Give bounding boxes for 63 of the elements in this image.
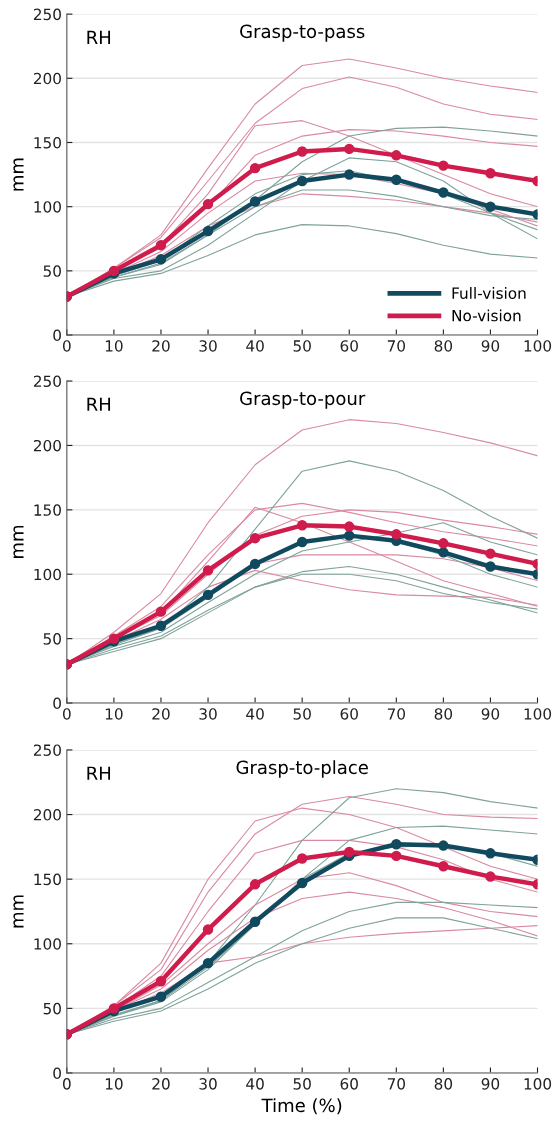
x-tick-label: 20: [152, 340, 170, 352]
y-tick-label: 50: [43, 1002, 61, 1015]
x-tick-label: 60: [340, 340, 358, 352]
annotation: RH: [87, 766, 111, 780]
legend-label: No-vision: [452, 309, 521, 322]
x-tick-label: 60: [340, 708, 358, 720]
y-tick-label: 0: [53, 1067, 61, 1079]
x-tick-label: 90: [481, 340, 500, 352]
x-tick-label: 100: [524, 1078, 552, 1090]
x-tick-label: 40: [246, 340, 264, 352]
x-tick-label: 0: [62, 708, 71, 720]
x-tick-label: 40: [246, 1078, 264, 1090]
x-tick-label: 80: [434, 708, 453, 720]
x-tick-label: 80: [434, 340, 453, 352]
x-tick-label: 30: [199, 1078, 217, 1090]
y-tick-label: 50: [43, 265, 61, 277]
x-tick-label: 10: [105, 1078, 123, 1090]
annotation: RH: [87, 397, 111, 411]
x-tick-label: 70: [387, 708, 406, 720]
y-axis-title: mm: [13, 525, 24, 558]
x-tick-label: 0: [62, 340, 71, 352]
y-tick-label: 50: [43, 633, 61, 645]
x-tick-label: 50: [293, 708, 311, 720]
x-tick-label: 50: [293, 340, 311, 352]
y-tick-label: 100: [34, 568, 61, 581]
y-tick-label: 250: [33, 375, 61, 388]
y-tick-label: 200: [33, 72, 61, 85]
x-tick-label: 20: [152, 1078, 170, 1090]
x-tick-label: 90: [481, 708, 500, 720]
legend-label: Full-vision: [452, 287, 526, 299]
y-tick-label: 150: [34, 504, 61, 516]
x-tick-label: 80: [434, 1078, 453, 1090]
x-tick-label: 10: [105, 708, 123, 720]
y-tick-label: 0: [53, 329, 61, 342]
x-tick-label: 30: [199, 340, 217, 352]
y-tick-label: 250: [33, 8, 61, 21]
y-tick-label: 250: [33, 744, 61, 756]
x-tick-label: 10: [105, 340, 123, 352]
x-tick-label: 100: [524, 340, 552, 352]
x-tick-label: 100: [524, 708, 552, 720]
y-tick-label: 100: [34, 938, 61, 950]
y-tick-label: 200: [33, 439, 61, 452]
text: Grasp-to-pass: [240, 24, 365, 42]
text: Grasp-to-place: [236, 760, 368, 778]
y-tick-label: 150: [34, 136, 61, 149]
x-tick-label: 30: [199, 708, 217, 720]
x-tick-label: 60: [340, 1078, 358, 1090]
y-tick-label: 200: [33, 809, 61, 821]
x-axis-title: Time (%): [261, 1098, 342, 1115]
x-tick-label: 90: [481, 1078, 500, 1090]
y-tick-label: 100: [34, 201, 61, 213]
x-tick-label: 70: [387, 340, 406, 352]
x-tick-label: 70: [387, 1078, 406, 1090]
y-tick-label: 150: [34, 873, 61, 886]
x-tick-label: 50: [293, 1078, 311, 1090]
y-axis-title: mm: [13, 158, 24, 191]
x-tick-label: 40: [246, 708, 264, 720]
annotation: RH: [87, 30, 111, 44]
x-tick-label: 20: [152, 708, 170, 720]
y-axis-title: mm: [13, 895, 24, 928]
text: Grasp-to-pour: [240, 391, 366, 409]
x-tick-label: 0: [62, 1078, 71, 1090]
y-tick-label: 0: [53, 697, 61, 710]
